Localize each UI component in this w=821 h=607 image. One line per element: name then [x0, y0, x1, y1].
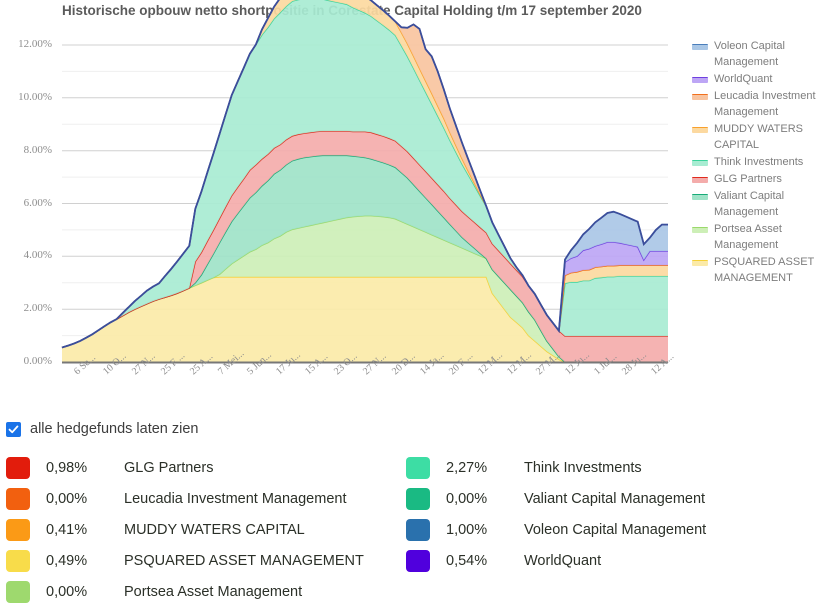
fund-name: WorldQuant: [524, 552, 602, 569]
legend-item-label: Think Investments: [714, 156, 804, 168]
y-axis-tick-label: 2.00%: [23, 302, 52, 315]
chart-legend-item[interactable]: GLG Partners: [692, 171, 820, 187]
fund-color-swatch: [406, 549, 430, 572]
chart-legend-item[interactable]: Portsea Asset Management: [692, 221, 820, 253]
legend-item-label: MUDDY WATERS CAPITAL: [714, 123, 804, 151]
fund-color-swatch: [6, 456, 30, 479]
legend-color-swatch: [692, 77, 708, 83]
legend-color-swatch: [692, 260, 708, 266]
fund-name: MUDDY WATERS CAPITAL: [124, 521, 305, 538]
fund-percentage: 2,27%: [446, 459, 488, 476]
chart-legend-item[interactable]: Voleon Capital Management: [692, 38, 820, 70]
show-all-hedgefunds-row[interactable]: alle hedgefunds laten zien: [6, 421, 199, 437]
fund-color-swatch: [6, 549, 30, 572]
chart-legend-item[interactable]: Think Investments: [692, 154, 820, 170]
fund-percentage: 0,00%: [446, 490, 488, 507]
area-series: [62, 276, 668, 362]
fund-color-swatch: [6, 518, 30, 541]
legend-color-swatch: [692, 194, 708, 200]
legend-color-swatch: [692, 127, 708, 133]
fund-row[interactable]: 0,49% PSQUARED ASSET MANAGEMENT: [6, 545, 406, 576]
legend-item-label: Valiant Capital Management: [714, 190, 785, 218]
legend-item-label: Leucadia Investment Management: [714, 90, 816, 118]
chart-legend-item[interactable]: WorldQuant: [692, 71, 820, 87]
legend-item-label: Voleon Capital Management: [714, 40, 785, 68]
fund-percentage: 1,00%: [446, 521, 488, 538]
fund-percentage: 0,54%: [446, 552, 488, 569]
fund-name: Leucadia Investment Management: [124, 490, 347, 507]
legend-color-swatch: [692, 94, 708, 100]
legend-color-swatch: [692, 227, 708, 233]
fund-color-swatch: [406, 487, 430, 510]
fund-name: Portsea Asset Management: [124, 583, 303, 600]
chart-legend-item[interactable]: PSQUARED ASSET MANAGEMENT: [692, 254, 820, 286]
area-series: [62, 0, 668, 348]
fund-column-left: 0,98% GLG Partners 0,00% Leucadia Investmen…: [6, 452, 406, 607]
check-icon: [8, 425, 19, 433]
fund-color-swatch: [6, 580, 30, 603]
legend-color-swatch: [692, 44, 708, 50]
fund-row[interactable]: 0,98% GLG Partners: [6, 452, 406, 483]
chart-legend-item[interactable]: Valiant Capital Management: [692, 188, 820, 220]
fund-row[interactable]: 0,00% Portsea Asset Management: [6, 576, 406, 607]
chart-legend-item[interactable]: MUDDY WATERS CAPITAL: [692, 121, 820, 153]
fund-row[interactable]: 2,27% Think Investments: [406, 452, 806, 483]
stacked-area-chart: [61, 0, 668, 364]
legend-item-label: GLG Partners: [714, 173, 782, 185]
fund-name: Think Investments: [524, 459, 642, 476]
legend-color-swatch: [692, 177, 708, 183]
fund-name: PSQUARED ASSET MANAGEMENT: [124, 552, 364, 569]
fund-row[interactable]: 0,54% WorldQuant: [406, 545, 806, 576]
fund-name: GLG Partners: [124, 459, 214, 476]
total-outline: [61, 0, 668, 349]
fund-row[interactable]: 1,00% Voleon Capital Management: [406, 514, 806, 545]
fund-percentage: 0,49%: [46, 552, 88, 569]
fund-percentage: 0,00%: [46, 490, 88, 507]
legend-item-label: PSQUARED ASSET MANAGEMENT: [714, 256, 815, 284]
legend-item-label: Portsea Asset Management: [714, 223, 782, 251]
show-all-hedgefunds-label: alle hedgefunds laten zien: [30, 421, 199, 437]
fund-row[interactable]: 0,41% MUDDY WATERS CAPITAL: [6, 514, 406, 545]
y-axis-tick-label: 6.00%: [23, 196, 52, 209]
area-series: [62, 215, 668, 362]
chart-legend: Voleon Capital Management WorldQuant Leuca…: [692, 38, 820, 287]
fund-name: Voleon Capital Management: [524, 521, 707, 538]
chart-container: Historische opbouw netto shortpositie in…: [18, 0, 820, 377]
fund-color-swatch: [406, 456, 430, 479]
chart-legend-item[interactable]: Leucadia Investment Management: [692, 88, 820, 120]
fund-percentage: 0,98%: [46, 459, 88, 476]
fund-column-right: 2,27% Think Investments 0,00% Valiant Capit…: [406, 452, 806, 576]
show-all-hedgefunds-checkbox[interactable]: [6, 421, 21, 437]
y-axis-tick-label: 12.00%: [18, 38, 52, 50]
y-axis-tick-label: 4.00%: [23, 249, 52, 262]
fund-row[interactable]: 0,00% Valiant Capital Management: [406, 483, 806, 514]
y-axis-tick-label: 10.00%: [18, 90, 52, 103]
y-axis-tick-label: 0.00%: [23, 355, 52, 367]
area-series: [62, 131, 668, 362]
y-axis-tick-label: 8.00%: [23, 143, 52, 156]
fund-percentage: 0,41%: [46, 521, 88, 538]
fund-percentage: 0,00%: [46, 583, 88, 600]
fund-color-swatch: [406, 518, 430, 541]
fund-row[interactable]: 0,00% Leucadia Investment Management: [6, 483, 406, 514]
legend-item-label: WorldQuant: [714, 73, 773, 85]
chart-areas: [61, 0, 668, 363]
area-series: [62, 155, 668, 362]
legend-color-swatch: [692, 160, 708, 166]
fund-color-swatch: [6, 487, 30, 510]
fund-name: Valiant Capital Management: [524, 490, 706, 507]
